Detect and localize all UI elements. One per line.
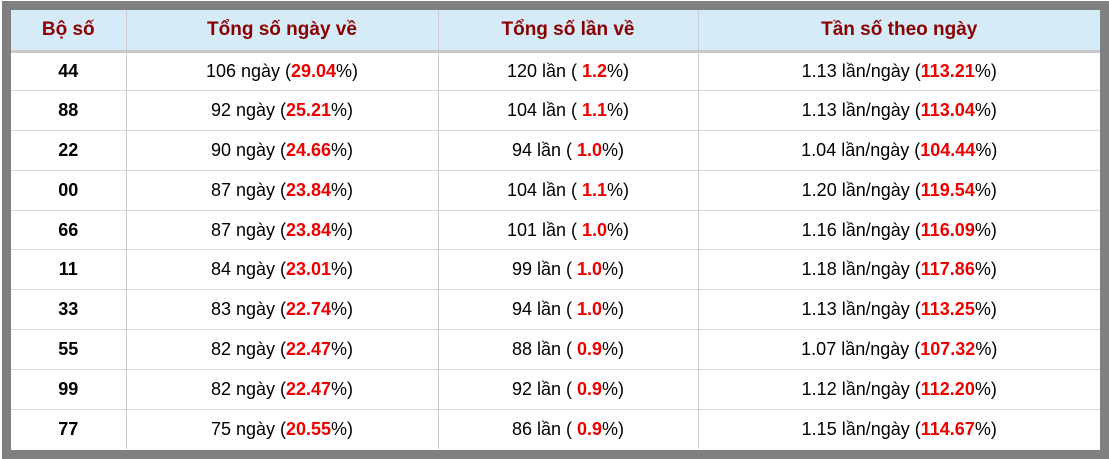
times-percent: 0.9	[577, 418, 603, 439]
pair-cell: 11	[11, 249, 126, 290]
days-percent: 22.47	[286, 378, 332, 399]
stats-table-body: 44 106 ngày (29.04%) 120 lần ( 1.2%) 1.13 l…	[11, 51, 1100, 449]
freq-cell: 1.16 lần/ngày (116.09%)	[697, 209, 1100, 250]
column-header-pair: Bộ số	[11, 10, 126, 53]
freq-cell: 1.13 lần/ngày (113.25%)	[697, 289, 1100, 330]
table-row: 88 92 ngày (25.21%) 104 lần ( 1.1%) 1.13 lầ…	[11, 90, 1100, 131]
table-row: 99 82 ngày (22.47%) 92 lần ( 0.9%) 1.12 lần…	[11, 368, 1100, 410]
freq-percent: 114.67	[920, 418, 975, 439]
table-row: 33 83 ngày (22.74%) 94 lần ( 1.0%) 1.13 lần…	[11, 289, 1100, 330]
pair-cell: 99	[11, 368, 126, 410]
times-cell: 86 lần ( 0.9%)	[437, 408, 698, 449]
times-cell: 94 lần ( 1.0%)	[437, 289, 698, 330]
times-percent: 1.0	[577, 139, 603, 160]
table-row: 44 106 ngày (29.04%) 120 lần ( 1.2%) 1.13 l…	[11, 51, 1100, 91]
days-cell: 92 ngày (25.21%)	[125, 90, 438, 131]
table-row: 22 90 ngày (24.66%) 94 lần ( 1.0%) 1.04 lần…	[11, 130, 1100, 171]
freq-percent: 116.09	[920, 219, 975, 240]
freq-cell: 1.20 lần/ngày (119.54%)	[697, 169, 1100, 211]
days-percent: 22.47	[286, 338, 332, 359]
times-percent: 0.9	[577, 378, 603, 399]
table-row: 77 75 ngày (20.55%) 86 lần ( 0.9%) 1.15 lần…	[11, 408, 1100, 449]
freq-percent: 104.44	[920, 139, 976, 160]
table-row: 11 84 ngày (23.01%) 99 lần ( 1.0%) 1.18 lần…	[11, 249, 1100, 290]
days-cell: 82 ngày (22.47%)	[125, 368, 438, 410]
freq-percent: 107.32	[920, 338, 976, 359]
freq-percent: 117.86	[920, 259, 975, 280]
days-percent: 25.21	[286, 100, 332, 121]
freq-percent: 112.20	[920, 378, 975, 399]
freq-cell: 1.18 lần/ngày (117.86%)	[697, 249, 1100, 290]
column-header-freq: Tần số theo ngày	[697, 10, 1100, 53]
table-row: 66 87 ngày (23.84%) 101 lần ( 1.0%) 1.16 lầ…	[11, 209, 1100, 250]
days-cell: 84 ngày (23.01%)	[125, 249, 438, 290]
times-cell: 104 lần ( 1.1%)	[437, 90, 698, 131]
pair-cell: 44	[11, 51, 126, 91]
times-cell: 120 lần ( 1.2%)	[437, 51, 698, 91]
days-percent: 23.01	[286, 259, 332, 280]
days-cell: 82 ngày (22.47%)	[125, 329, 438, 370]
freq-percent: 113.25	[920, 299, 975, 320]
table-row: 55 82 ngày (22.47%) 88 lần ( 0.9%) 1.07 lần…	[11, 329, 1100, 370]
freq-cell: 1.15 lần/ngày (114.67%)	[697, 408, 1100, 449]
freq-cell: 1.13 lần/ngày (113.21%)	[697, 51, 1100, 91]
pair-cell: 22	[11, 130, 126, 171]
pair-cell: 88	[11, 90, 126, 131]
days-percent: 20.55	[286, 418, 332, 439]
days-cell: 75 ngày (20.55%)	[125, 408, 438, 449]
days-percent: 29.04	[291, 60, 337, 81]
days-cell: 106 ngày (29.04%)	[125, 51, 438, 91]
times-cell: 99 lần ( 1.0%)	[437, 249, 698, 290]
pair-cell: 77	[11, 408, 126, 449]
pair-cell: 55	[11, 329, 126, 370]
table-row: 00 87 ngày (23.84%) 104 lần ( 1.1%) 1.20 lầ…	[11, 169, 1100, 211]
times-cell: 88 lần ( 0.9%)	[437, 329, 698, 370]
freq-cell: 1.12 lần/ngày (112.20%)	[697, 368, 1100, 410]
times-percent: 1.0	[577, 299, 603, 320]
freq-cell: 1.04 lần/ngày (104.44%)	[697, 130, 1100, 171]
days-percent: 23.84	[286, 219, 332, 240]
times-percent: 1.1	[582, 179, 608, 200]
days-percent: 23.84	[286, 179, 332, 200]
freq-cell: 1.13 lần/ngày (113.04%)	[697, 90, 1100, 131]
times-percent: 1.0	[582, 219, 608, 240]
table-header: Bộ số Tổng số ngày về Tổng số lần về Tần…	[11, 10, 1100, 53]
freq-cell: 1.07 lần/ngày (107.32%)	[697, 329, 1100, 370]
column-header-times: Tổng số lần về	[437, 10, 698, 53]
times-cell: 101 lần ( 1.0%)	[437, 209, 698, 250]
freq-percent: 113.04	[920, 100, 975, 121]
days-percent: 22.74	[286, 299, 332, 320]
days-percent: 24.66	[286, 139, 332, 160]
times-cell: 92 lần ( 0.9%)	[437, 368, 698, 410]
pair-cell: 00	[11, 169, 126, 211]
lottery-stats-table: Bộ số Tổng số ngày về Tổng số lần về Tần…	[11, 10, 1100, 449]
days-cell: 87 ngày (23.84%)	[125, 209, 438, 250]
pair-cell: 66	[11, 209, 126, 250]
times-cell: 104 lần ( 1.1%)	[437, 169, 698, 211]
times-percent: 1.0	[577, 259, 603, 280]
days-cell: 83 ngày (22.74%)	[125, 289, 438, 330]
days-cell: 90 ngày (24.66%)	[125, 130, 438, 171]
column-header-days: Tổng số ngày về	[125, 10, 438, 53]
times-percent: 0.9	[577, 338, 603, 359]
header-row: Bộ số Tổng số ngày về Tổng số lần về Tần…	[11, 10, 1100, 53]
freq-percent: 113.21	[920, 60, 975, 81]
times-cell: 94 lần ( 1.0%)	[437, 130, 698, 171]
times-percent: 1.2	[582, 60, 608, 81]
days-cell: 87 ngày (23.84%)	[125, 169, 438, 211]
pair-cell: 33	[11, 289, 126, 330]
freq-percent: 119.54	[920, 179, 975, 200]
times-percent: 1.1	[582, 100, 608, 121]
